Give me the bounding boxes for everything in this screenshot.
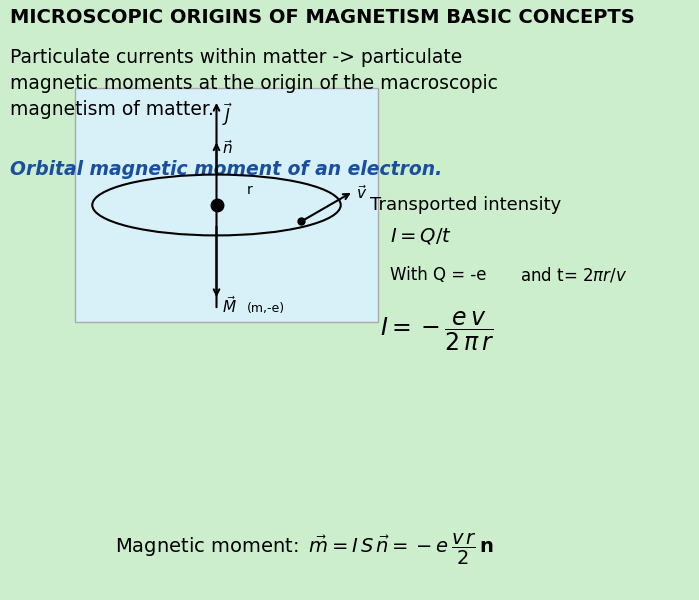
Bar xyxy=(75,88,378,322)
Text: $\vec{v}$: $\vec{v}$ xyxy=(356,184,368,202)
Text: $\vec{M}$: $\vec{M}$ xyxy=(222,295,236,316)
Text: Magnetic moment: $\,\vec{m} = I\,S\,\vec{n} = -e\,\dfrac{v\,r}{2}\,\mathbf{n}$: Magnetic moment: $\,\vec{m} = I\,S\,\vec… xyxy=(115,532,493,567)
Text: $I = -\dfrac{e\,v}{2\,\pi\, r}$: $I = -\dfrac{e\,v}{2\,\pi\, r}$ xyxy=(380,310,495,353)
Text: Orbital magnetic moment of an electron.: Orbital magnetic moment of an electron. xyxy=(10,160,442,179)
Text: MICROSCOPIC ORIGINS OF MAGNETISM BASIC CONCEPTS: MICROSCOPIC ORIGINS OF MAGNETISM BASIC C… xyxy=(10,8,635,27)
Text: $\vec{n}$: $\vec{n}$ xyxy=(222,139,233,157)
Text: and t= $2\pi r/v$: and t= $2\pi r/v$ xyxy=(520,266,628,285)
Text: With Q = -e: With Q = -e xyxy=(390,266,487,284)
Text: r: r xyxy=(247,183,252,197)
Text: $I = Q/t$: $I = Q/t$ xyxy=(390,226,452,246)
Text: Transported intensity: Transported intensity xyxy=(370,196,561,214)
Text: Particulate currents within matter -> particulate: Particulate currents within matter -> pa… xyxy=(10,48,462,67)
Text: $\vec{J}$: $\vec{J}$ xyxy=(222,102,233,128)
Text: magnetic moments at the origin of the macroscopic: magnetic moments at the origin of the ma… xyxy=(10,74,498,93)
Text: magnetism of matter.: magnetism of matter. xyxy=(10,100,214,119)
Text: (m,-e): (m,-e) xyxy=(247,302,284,315)
